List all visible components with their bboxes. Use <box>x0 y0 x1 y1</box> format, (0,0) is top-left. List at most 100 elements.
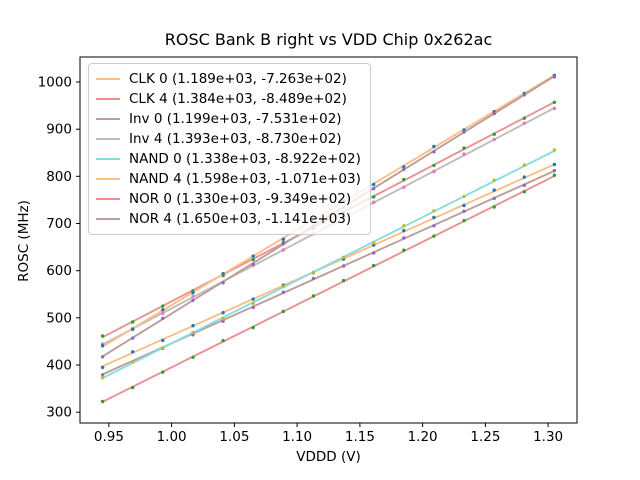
data-point-nor-4 <box>100 355 105 359</box>
x-tick-label: 1.00 <box>157 429 187 445</box>
series-nand-0 <box>100 148 557 380</box>
data-point-nand-0 <box>492 178 496 182</box>
legend-label: NAND 4 (1.598e+03, -1.071e+03) <box>129 171 361 187</box>
data-point-nand-4 <box>281 237 285 241</box>
legend-line-swatch <box>96 177 120 181</box>
data-point-nor-0 <box>100 399 105 404</box>
legend-entry-nor-4: NOR 4 (1.650e+03, -1.141e+03) <box>96 209 361 229</box>
data-point-nor-0 <box>191 355 195 359</box>
legend-entry-nor-0: NOR 0 (1.330e+03, -9.349e+02) <box>96 189 361 209</box>
data-point-clk-4 <box>402 177 406 182</box>
x-tick-label: 1.30 <box>533 429 563 445</box>
data-point-inv-4 <box>552 106 557 111</box>
data-point-inv-4 <box>191 294 195 298</box>
fit-line-nand-0 <box>101 149 556 380</box>
data-point-inv-0 <box>552 168 557 173</box>
data-point-inv-4 <box>492 137 496 142</box>
legend-label: NAND 0 (1.338e+03, -8.922e+02) <box>129 151 361 167</box>
data-point-inv-4 <box>161 311 165 315</box>
data-point-clk-0 <box>251 297 255 301</box>
legend-entry-inv-0: Inv 0 (1.199e+03, -7.531e+02) <box>96 109 361 129</box>
data-point-clk-0 <box>462 203 466 208</box>
legend-label: NOR 0 (1.330e+03, -9.349e+02) <box>129 191 352 207</box>
data-point-nand-0 <box>100 375 105 380</box>
data-point-nand-0 <box>191 330 195 335</box>
data-point-nor-0 <box>372 263 376 268</box>
legend-label: NOR 4 (1.650e+03, -1.141e+03) <box>129 211 352 227</box>
data-point-nor-0 <box>221 339 225 343</box>
data-point-nand-4 <box>221 272 225 276</box>
data-point-clk-0 <box>131 350 135 354</box>
data-point-nand-4 <box>161 308 165 312</box>
data-point-nand-4 <box>432 144 436 149</box>
data-point-nand-0 <box>161 346 165 350</box>
data-point-clk-0 <box>221 311 225 315</box>
x-tick-label: 1.10 <box>282 429 312 445</box>
data-point-nor-4 <box>221 281 225 285</box>
data-point-inv-0 <box>372 251 376 255</box>
data-point-nor-0 <box>552 173 557 177</box>
data-point-nand-0 <box>311 270 316 275</box>
data-point-nand-0 <box>251 301 255 306</box>
data-point-nor-4 <box>191 298 195 302</box>
legend-entry-nand-4: NAND 4 (1.598e+03, -1.071e+03) <box>96 169 361 189</box>
data-point-nand-4 <box>100 344 105 348</box>
data-point-nand-4 <box>372 182 376 187</box>
data-point-nor-4 <box>251 262 255 266</box>
data-point-clk-0 <box>100 365 105 370</box>
data-point-nor-4 <box>402 167 406 171</box>
data-point-inv-0 <box>281 290 285 294</box>
legend-entry-clk-4: CLK 4 (1.384e+03, -8.489e+02) <box>96 89 361 109</box>
data-point-nor-4 <box>462 130 466 134</box>
data-point-nand-4 <box>131 327 135 331</box>
data-point-nand-0 <box>221 317 225 321</box>
legend-label: Inv 4 (1.393e+03, -8.730e+02) <box>129 131 342 147</box>
data-point-nor-0 <box>462 218 466 223</box>
data-point-nand-0 <box>131 360 135 364</box>
y-tick-label: 900 <box>46 122 72 138</box>
y-axis-label: ROSC (MHz) <box>16 200 32 282</box>
data-point-clk-4 <box>251 257 255 262</box>
data-point-nor-4 <box>432 150 436 154</box>
series-nor-0 <box>100 173 557 404</box>
legend-label: Inv 0 (1.199e+03, -7.531e+02) <box>129 111 342 127</box>
data-point-nand-0 <box>522 163 526 167</box>
data-point-clk-4 <box>131 320 135 324</box>
y-tick-label: 800 <box>46 169 72 185</box>
data-point-clk-4 <box>432 163 436 168</box>
data-point-inv-0 <box>100 373 105 377</box>
x-tick-label: 1.15 <box>345 429 375 445</box>
x-tick-label: 0.95 <box>94 429 124 445</box>
data-point-inv-4 <box>462 152 466 156</box>
legend-entry-inv-4: Inv 4 (1.393e+03, -8.730e+02) <box>96 129 361 149</box>
data-point-clk-0 <box>432 215 436 220</box>
data-point-nand-4 <box>251 254 255 258</box>
data-point-clk-4 <box>462 146 466 150</box>
legend-line-swatch <box>96 97 120 101</box>
data-point-nand-0 <box>281 284 285 289</box>
axes-spines <box>79 56 578 424</box>
data-point-nand-0 <box>462 194 466 199</box>
data-point-clk-0 <box>161 338 165 343</box>
data-point-clk-4 <box>372 195 376 199</box>
data-point-inv-0 <box>311 276 316 281</box>
data-point-nor-0 <box>432 234 436 238</box>
y-tick-label: 700 <box>46 216 72 232</box>
data-point-inv-4 <box>522 121 526 126</box>
data-point-clk-4 <box>100 334 105 338</box>
data-point-nor-0 <box>522 190 526 194</box>
data-point-nor-4 <box>161 316 165 320</box>
legend-entry-clk-0: CLK 0 (1.189e+03, -7.263e+02) <box>96 69 361 89</box>
legend-line-swatch <box>96 217 120 221</box>
data-point-inv-4 <box>402 185 406 189</box>
data-point-nor-0 <box>161 370 165 374</box>
data-point-inv-0 <box>522 183 526 187</box>
data-point-nor-0 <box>251 325 255 330</box>
data-point-inv-0 <box>402 236 406 240</box>
legend-line-swatch <box>96 137 120 141</box>
data-point-inv-0 <box>432 224 436 228</box>
data-point-nor-0 <box>281 309 285 314</box>
data-point-clk-4 <box>522 116 526 120</box>
data-point-inv-4 <box>432 169 436 174</box>
